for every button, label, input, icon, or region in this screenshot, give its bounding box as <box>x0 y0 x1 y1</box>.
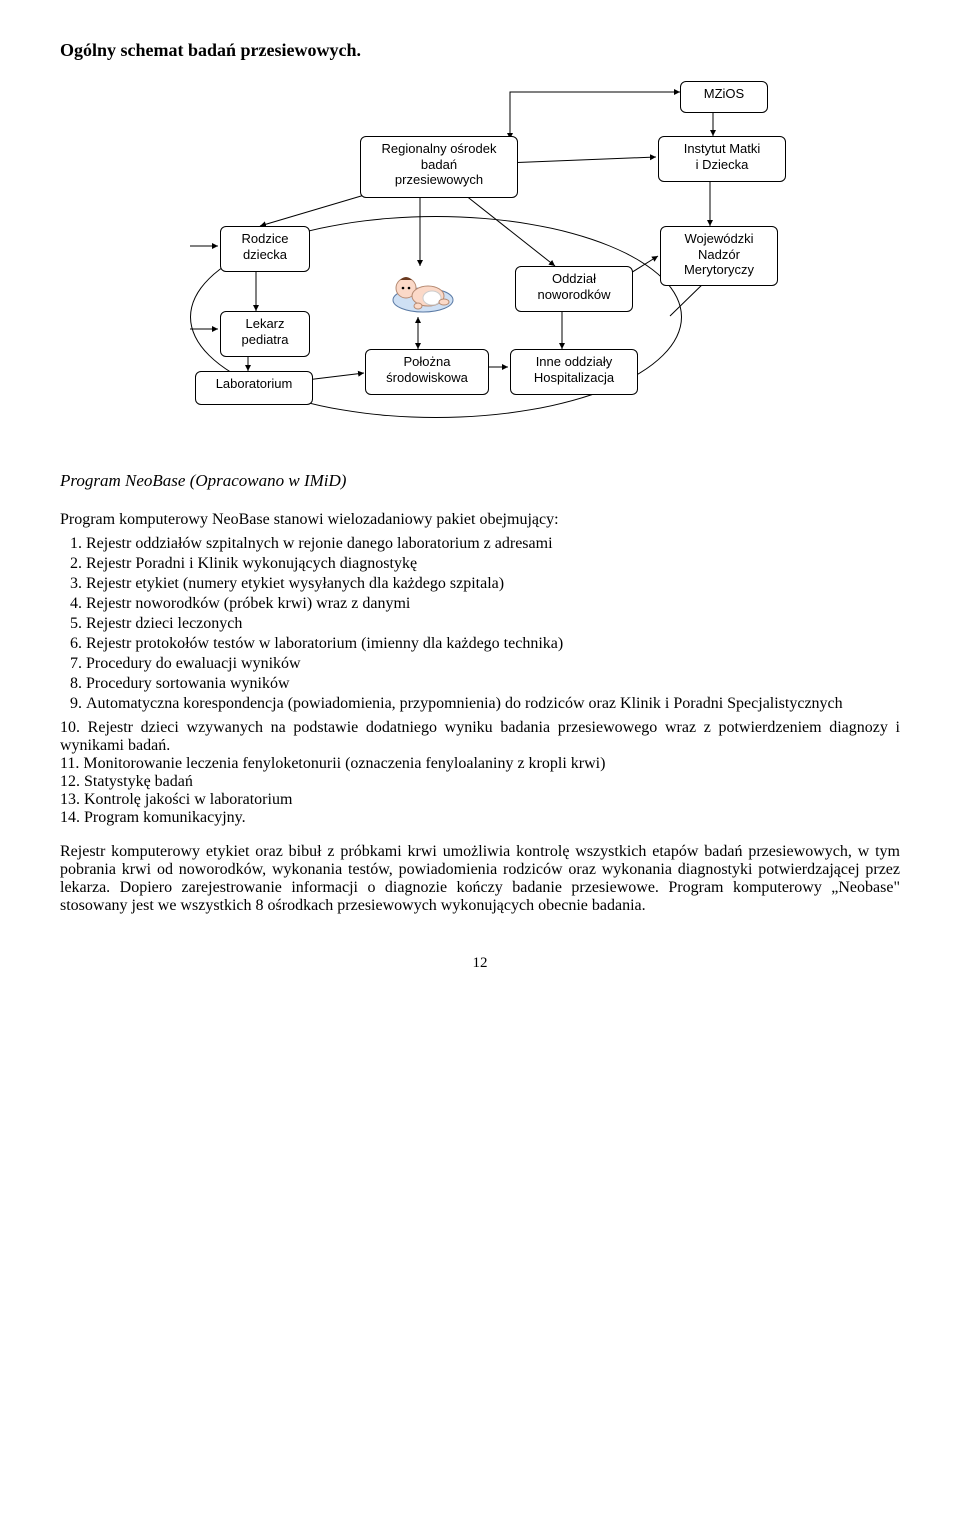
node-lekarz: Lekarz pediatra <box>220 311 310 357</box>
list-item: Rejestr protokołów testów w laboratorium… <box>86 635 900 653</box>
post-item: 11. Monitorowanie leczenia fenyloketonur… <box>60 755 900 773</box>
node-oddzial: Oddział noworodków <box>515 266 633 312</box>
list-item: Automatyczna korespondencja (powiadomien… <box>86 695 900 713</box>
node-rodzice: Rodzice dziecka <box>220 226 310 272</box>
list-item: Rejestr noworodków (próbek krwi) wraz z … <box>86 595 900 613</box>
list-item: Rejestr oddziałów szpitalnych w rejonie … <box>86 535 900 553</box>
page-title: Ogólny schemat badań przesiewowych. <box>60 40 900 61</box>
post-list: 10. Rejestr dzieci wzywanych na podstawi… <box>60 719 900 827</box>
list-item: Procedury sortowania wyników <box>86 675 900 693</box>
page-number: 12 <box>60 955 900 972</box>
node-wojewodzki: Wojewódzki Nadzór Merytoryczy <box>660 226 778 286</box>
post-item: 13. Kontrolę jakości w laboratorium <box>60 791 900 809</box>
body-paragraph: Rejestr komputerowy etykiet oraz bibuł z… <box>60 843 900 915</box>
post-item: 10. Rejestr dzieci wzywanych na podstawi… <box>60 719 900 755</box>
list-item: Rejestr etykiet (numery etykiet wysyłany… <box>86 575 900 593</box>
node-inne: Inne oddziały Hospitalizacja <box>510 349 638 395</box>
post-item: 14. Program komunikacyjny. <box>60 809 900 827</box>
intro-text: Program komputerowy NeoBase stanowi wiel… <box>60 511 900 529</box>
node-instytut: Instytut Matki i Dziecka <box>658 136 786 182</box>
node-polozna: Położna środowiskowa <box>365 349 489 395</box>
node-regional: Regionalny ośrodek badań przesiewowych <box>360 136 518 198</box>
baby-icon <box>388 266 458 317</box>
post-item: 12. Statystykę badań <box>60 773 900 791</box>
diagram-container: MZiOS Regionalny ośrodek badań przesiewo… <box>100 81 860 441</box>
list-item: Rejestr dzieci leczonych <box>86 615 900 633</box>
numbered-list: Rejestr oddziałów szpitalnych w rejonie … <box>60 535 900 713</box>
subheading: Program NeoBase (Opracowano w IMiD) <box>60 471 900 491</box>
list-item: Procedury do ewaluacji wyników <box>86 655 900 673</box>
node-lab: Laboratorium <box>195 371 313 405</box>
list-item: Rejestr Poradni i Klinik wykonujących di… <box>86 555 900 573</box>
node-mzios: MZiOS <box>680 81 768 113</box>
